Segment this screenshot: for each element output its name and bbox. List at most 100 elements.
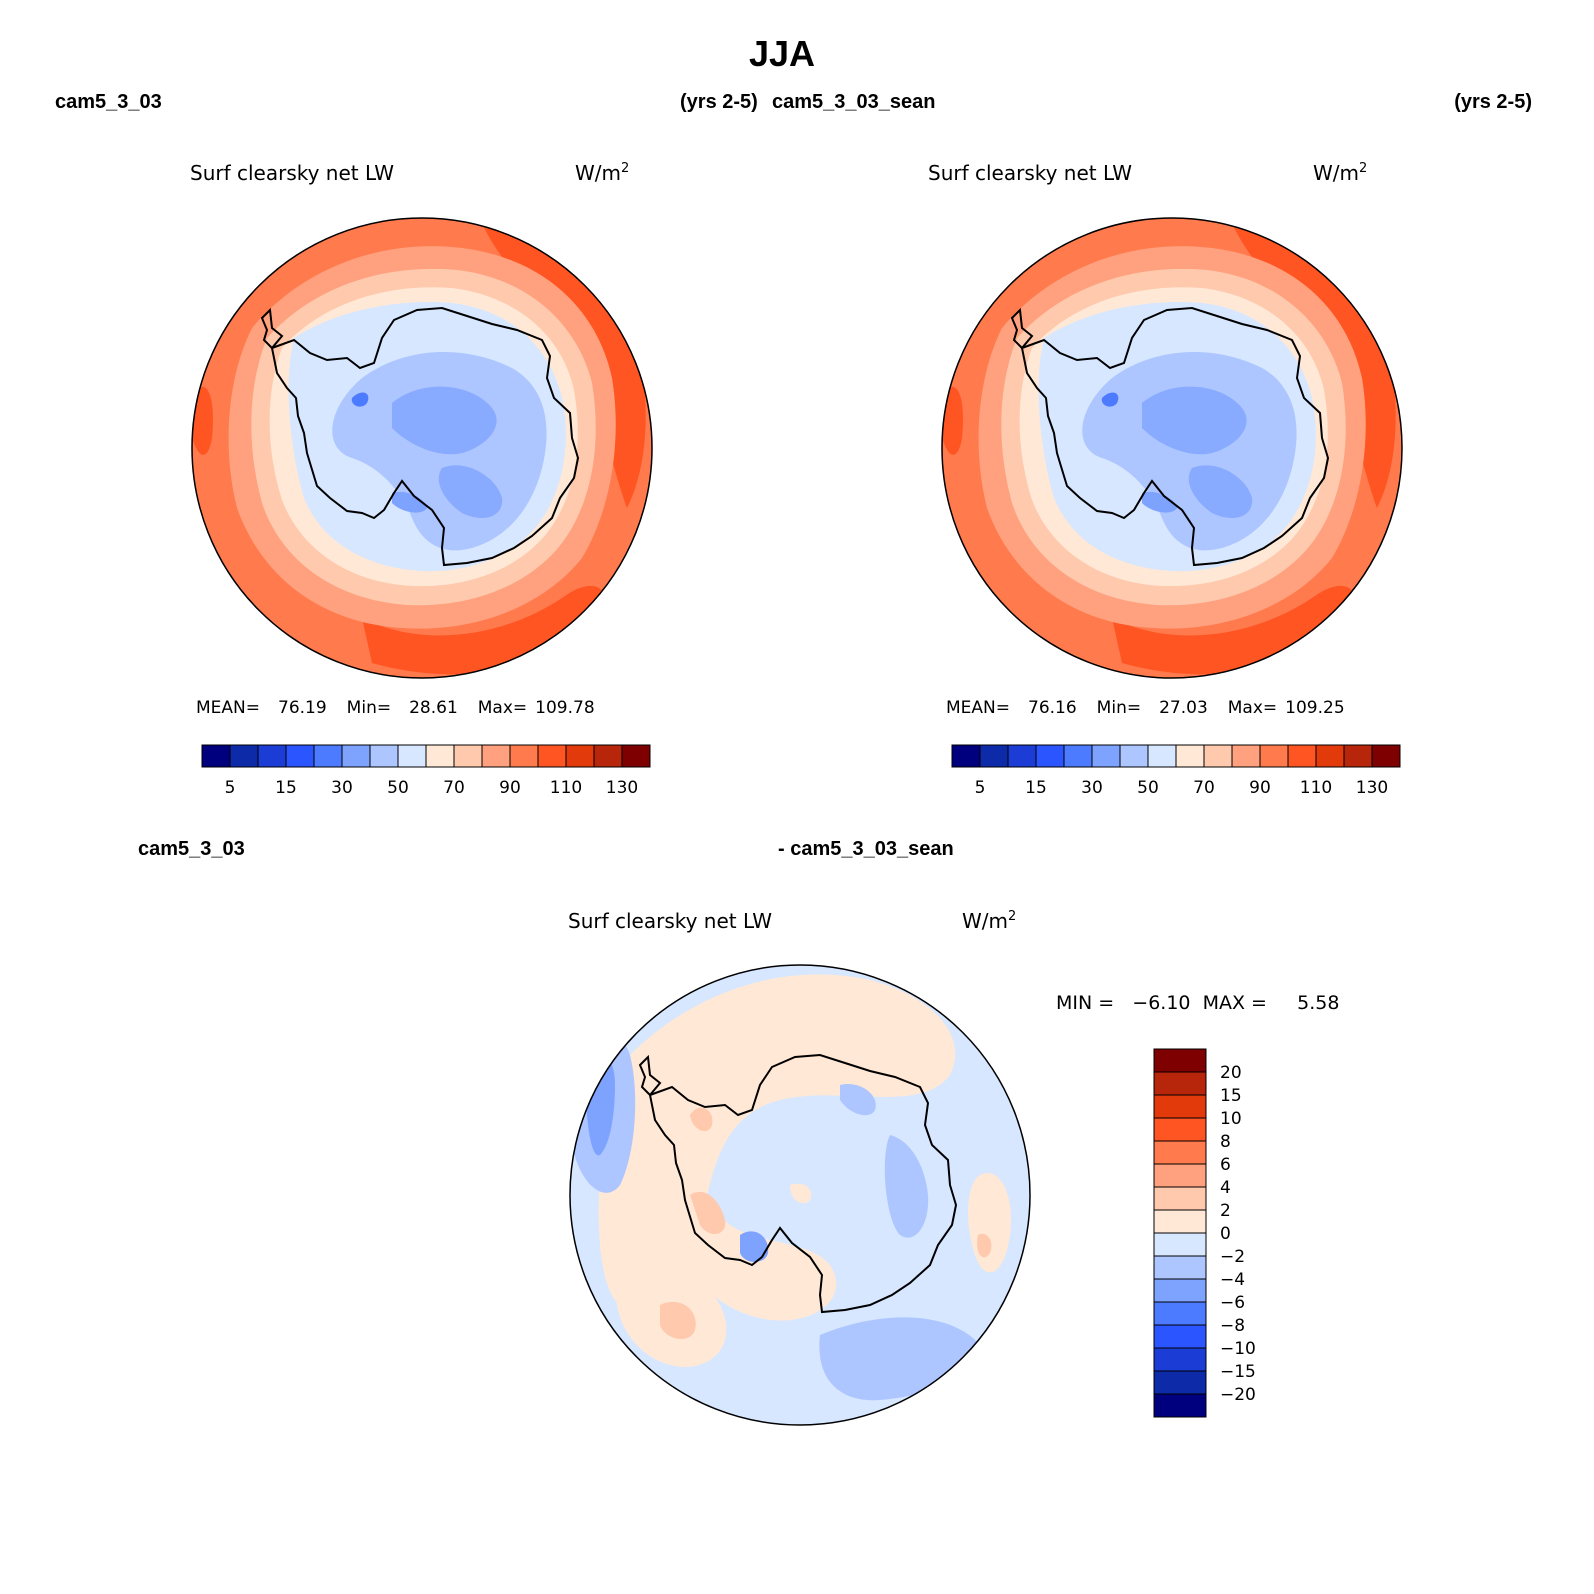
panel-b-case-name: cam5_3_03_sean — [772, 91, 935, 113]
colorbar-swatch — [1153, 1140, 1207, 1165]
colorbar-swatch — [453, 744, 483, 768]
diff-units: W/m2 — [962, 909, 1016, 933]
colorbar-swatch — [1287, 744, 1317, 768]
colorbar-swatch — [1063, 744, 1093, 768]
colorbar-swatch — [1153, 1209, 1207, 1234]
colorbar-tick-label: 110 — [1300, 778, 1332, 798]
panel-b-colorbar: 5 15 30 50 70 90 110 130 — [951, 744, 1401, 798]
colorbar-swatch — [1153, 1163, 1207, 1188]
panel-a-map-border — [191, 217, 653, 679]
colorbar-swatch — [1371, 744, 1401, 768]
panel-a-map — [192, 218, 652, 678]
diff-map-border — [569, 964, 1031, 1426]
colorbar-tick-label: 70 — [1193, 778, 1215, 798]
colorbar-swatch — [229, 744, 259, 768]
colorbar-swatch — [1153, 1048, 1207, 1073]
colorbar-swatch — [257, 744, 287, 768]
panel-a-colorbar: 5 15 30 50 70 90 110 130 — [201, 744, 651, 798]
colorbar-swatch — [1259, 744, 1289, 768]
colorbar-swatch — [1343, 744, 1373, 768]
panel-a: Surf clearsky net LW W/m2 MEAN= 76.19 Min=… — [190, 161, 653, 798]
panel-b-variable: Surf clearsky net LW — [928, 161, 1132, 185]
figure-title: JJA — [749, 33, 815, 74]
colorbar-tick-label: 0 — [1220, 1224, 1231, 1244]
colorbar-tick-label: 50 — [387, 778, 409, 798]
colorbar-swatch — [1153, 1071, 1207, 1096]
colorbar-tick-label: 6 — [1220, 1155, 1231, 1175]
colorbar-tick-label: 5 — [225, 778, 236, 798]
panel-b-stats: MEAN= 76.16 Min= 27.03 Max= 109.25 — [946, 698, 1345, 718]
colorbar-tick-label: 130 — [1356, 778, 1388, 798]
panel-a-stats: MEAN= 76.19 Min= 28.61 Max= 109.78 — [196, 698, 595, 718]
colorbar-swatch — [1147, 744, 1177, 768]
colorbar-swatch — [1153, 1301, 1207, 1326]
diff-left-label: cam5_3_03 — [138, 838, 245, 860]
panel-a-years: (yrs 2-5) — [680, 91, 758, 113]
panel-b-map — [942, 218, 1402, 678]
colorbar-swatch — [201, 744, 231, 768]
colorbar-swatch — [425, 744, 455, 768]
colorbar-tick-label: −10 — [1220, 1339, 1256, 1359]
colorbar-tick-label: 15 — [1220, 1086, 1242, 1106]
colorbar-swatch — [1091, 744, 1121, 768]
colorbar-swatch — [1153, 1094, 1207, 1119]
colorbar-swatch — [1119, 744, 1149, 768]
colorbar-tick-label: −8 — [1220, 1316, 1245, 1336]
colorbar-tick-label: 10 — [1220, 1109, 1242, 1129]
colorbar-tick-label: 110 — [550, 778, 582, 798]
colorbar-swatch — [285, 744, 315, 768]
colorbar-tick-label: 50 — [1137, 778, 1159, 798]
colorbar-swatch — [1153, 1347, 1207, 1372]
colorbar-swatch — [397, 744, 427, 768]
colorbar-swatch — [1153, 1324, 1207, 1349]
colorbar-tick-label: 4 — [1220, 1178, 1231, 1198]
diff-map — [570, 965, 1030, 1425]
colorbar-swatch — [1315, 744, 1345, 768]
colorbar-tick-label: −6 — [1220, 1293, 1245, 1313]
colorbar-tick-label: 30 — [331, 778, 353, 798]
colorbar-tick-label: 15 — [275, 778, 297, 798]
colorbar-tick-label: 2 — [1220, 1201, 1231, 1221]
colorbar-swatch — [593, 744, 623, 768]
colorbar-swatch — [369, 744, 399, 768]
colorbar-swatch — [509, 744, 539, 768]
colorbar-tick-label: 90 — [1249, 778, 1271, 798]
colorbar-swatch — [1153, 1232, 1207, 1257]
panel-b-map-border — [941, 217, 1403, 679]
colorbar-tick-label: 8 — [1220, 1132, 1231, 1152]
colorbar-swatch — [313, 744, 343, 768]
diff-stats: MIN = −6.10 MAX = 5.58 — [1056, 992, 1339, 1014]
colorbar-swatch — [1231, 744, 1261, 768]
diff-right-label: - cam5_3_03_sean — [778, 838, 954, 860]
panel-b-years: (yrs 2-5) — [1454, 91, 1532, 113]
colorbar-swatch — [1153, 1255, 1207, 1280]
colorbar-tick-label: 30 — [1081, 778, 1103, 798]
colorbar-tick-label: 5 — [975, 778, 986, 798]
diff-variable: Surf clearsky net LW — [568, 909, 772, 933]
panel-difference: cam5_3_03 - cam5_3_03_sean Surf clearsky… — [138, 838, 1339, 1426]
colorbar-swatch — [1153, 1370, 1207, 1395]
colorbar-tick-label: 130 — [606, 778, 638, 798]
panel-b-units: W/m2 — [1313, 161, 1367, 185]
colorbar-tick-label: −2 — [1220, 1247, 1245, 1267]
colorbar-swatch — [1153, 1117, 1207, 1142]
colorbar-swatch — [1035, 744, 1065, 768]
colorbar-tick-label: 90 — [499, 778, 521, 798]
panel-a-units: W/m2 — [575, 161, 629, 185]
colorbar-swatch — [537, 744, 567, 768]
panel-a-variable: Surf clearsky net LW — [190, 161, 394, 185]
colorbar-tick-label: −4 — [1220, 1270, 1245, 1290]
colorbar-swatch — [1153, 1186, 1207, 1211]
panel-b: Surf clearsky net LW W/m2 MEAN= 76.16 Min=… — [928, 161, 1403, 798]
colorbar-tick-label: −15 — [1220, 1362, 1256, 1382]
colorbar-tick-label: 70 — [443, 778, 465, 798]
colorbar-tick-label: 15 — [1025, 778, 1047, 798]
colorbar-swatch — [1175, 744, 1205, 768]
colorbar-swatch — [951, 744, 981, 768]
colorbar-tick-label: −20 — [1220, 1385, 1256, 1405]
colorbar-tick-label: 20 — [1220, 1063, 1242, 1083]
colorbar-swatch — [1007, 744, 1037, 768]
colorbar-swatch — [621, 744, 651, 768]
